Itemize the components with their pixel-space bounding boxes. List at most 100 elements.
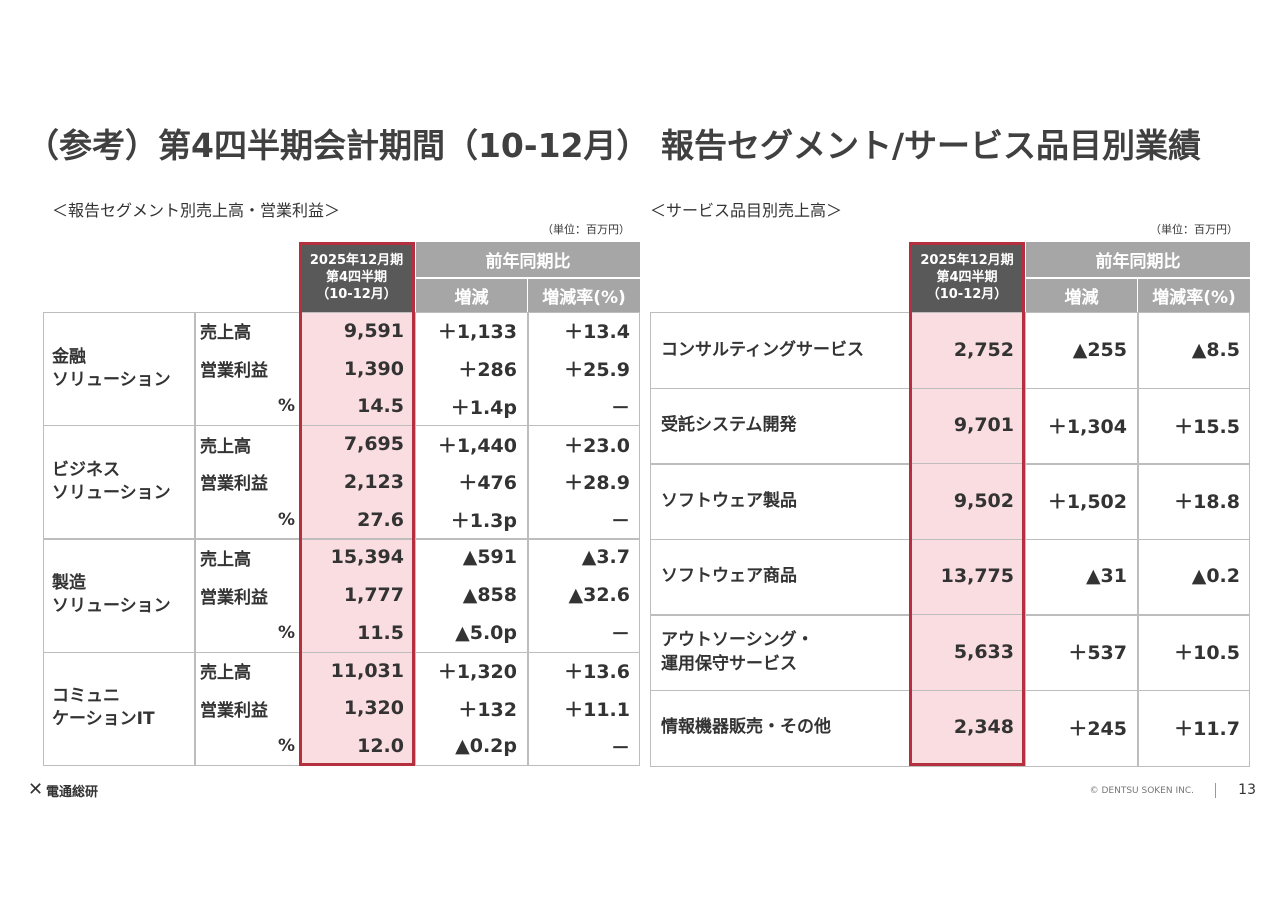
rate: ＋15.5	[1174, 415, 1240, 438]
value: 11.5	[357, 621, 404, 644]
value: 15,394	[330, 546, 404, 569]
period-header: 2025年12月期 第4四半期 （10-12月）	[299, 242, 414, 312]
rate: －	[610, 510, 630, 533]
value-bg	[300, 539, 414, 652]
separator	[1215, 783, 1216, 798]
row-item: 受託システム開発	[661, 415, 797, 436]
row-item: ソフトウェア商品	[661, 566, 797, 587]
yoy-header: 前年同期比	[416, 242, 640, 277]
logo-text: 電通総研	[46, 784, 99, 800]
left-unit: （単位：百万円）	[542, 223, 630, 236]
diff-header: 増減	[1026, 279, 1137, 312]
value: 13,775	[940, 565, 1014, 588]
value-bg	[300, 313, 414, 425]
column-line	[194, 538, 196, 653]
rate: －	[610, 396, 630, 419]
column-line	[194, 312, 196, 426]
diff: ＋1,320	[437, 661, 517, 684]
value: 11,031	[330, 659, 404, 682]
rate: ＋28.9	[564, 472, 630, 495]
value: 2,348	[953, 716, 1014, 739]
rate: ＋11.1	[564, 698, 630, 721]
rate: ▲3.7	[581, 546, 630, 569]
value: 1,777	[343, 584, 404, 607]
row-item: 営業利益	[200, 361, 268, 382]
diff: ▲255	[1072, 338, 1127, 361]
yoy-header: 前年同期比	[1026, 242, 1250, 277]
right-heading: ＜サービス品目別売上高＞	[650, 201, 843, 220]
value: 5,633	[953, 640, 1014, 663]
column-line	[1137, 689, 1139, 767]
highlight-frame	[909, 242, 1025, 766]
value: 2,123	[343, 470, 404, 493]
row-item: 営業利益	[200, 587, 268, 608]
column-line	[527, 312, 529, 426]
left-heading: ＜報告セグメント別売上高・営業利益＞	[52, 201, 341, 220]
value: 2,752	[953, 338, 1014, 361]
value: 9,701	[953, 414, 1014, 437]
rate: －	[610, 623, 630, 646]
diff-header: 増減	[416, 279, 527, 312]
row-item: %	[277, 622, 295, 643]
rate: ＋10.5	[1174, 642, 1240, 665]
segment-name: ビジネス ソリューション	[52, 459, 171, 503]
slide-title: （参考）第4四半期会計期間（10-12月） 報告セグメント/サービス品目別業績	[26, 126, 1202, 165]
row-item: 売上高	[200, 436, 251, 457]
row-item: 売上高	[200, 323, 251, 344]
rate: ＋25.9	[564, 359, 630, 382]
column-line	[194, 651, 196, 766]
value-bg	[911, 615, 1024, 690]
diff: ＋1.3p	[450, 510, 517, 533]
diff: ＋537	[1068, 642, 1127, 665]
row-item: コンサルティングサービス	[661, 339, 864, 360]
row-item: 情報機器販売・その他	[661, 717, 831, 738]
column-line	[1137, 387, 1139, 465]
row-item: 営業利益	[200, 474, 268, 495]
value: 1,320	[343, 697, 404, 720]
value: 14.5	[357, 395, 404, 418]
rate: ▲8.5	[1191, 338, 1240, 361]
value: 9,591	[343, 319, 404, 342]
value: 12.0	[357, 735, 404, 758]
column-line	[1137, 312, 1139, 389]
row-item: 売上高	[200, 663, 251, 684]
column-line	[1137, 538, 1139, 616]
period-header: 2025年12月期 第4四半期 （10-12月）	[910, 242, 1024, 312]
right-unit: （単位：百万円）	[1150, 223, 1238, 236]
row-item: 営業利益	[200, 700, 268, 721]
value-bg	[911, 539, 1024, 615]
diff: ＋245	[1068, 717, 1127, 740]
value-bg	[911, 464, 1024, 539]
diff: ▲0.2p	[455, 735, 517, 758]
segment-name: 金融 ソリューション	[52, 346, 171, 390]
row-item: %	[277, 736, 295, 757]
column-line	[527, 538, 529, 653]
logo-mark: ✕	[28, 779, 44, 800]
diff: ▲31	[1085, 565, 1127, 588]
value: 9,502	[953, 489, 1014, 512]
diff: ▲5.0p	[455, 621, 517, 644]
diff: ＋1,440	[437, 434, 517, 457]
rate: ▲0.2	[1191, 565, 1240, 588]
segment-name: 製造 ソリューション	[52, 573, 171, 616]
column-line	[1137, 463, 1139, 540]
column-line	[527, 425, 529, 540]
segment-name: コミュニ ケーションIT	[52, 686, 155, 730]
value-bg	[300, 426, 414, 539]
value-bg	[911, 690, 1024, 766]
diff: ＋476	[458, 472, 517, 495]
row-block	[650, 689, 1250, 767]
rate-header: 増減率(%)	[1138, 279, 1250, 312]
row-item: アウトソーシング・ 運用保守サービス	[661, 629, 814, 674]
rate: ＋23.0	[564, 434, 630, 457]
value: 7,695	[343, 433, 404, 456]
diff: ＋1,502	[1047, 491, 1127, 514]
rate: ＋13.4	[564, 321, 630, 344]
column-line	[194, 425, 196, 540]
page-number: 13	[1238, 782, 1256, 798]
rate: ＋18.8	[1174, 491, 1240, 514]
diff: ▲591	[462, 546, 517, 569]
row-item: ソフトウェア製品	[661, 490, 797, 511]
row-item: 売上高	[200, 549, 251, 570]
